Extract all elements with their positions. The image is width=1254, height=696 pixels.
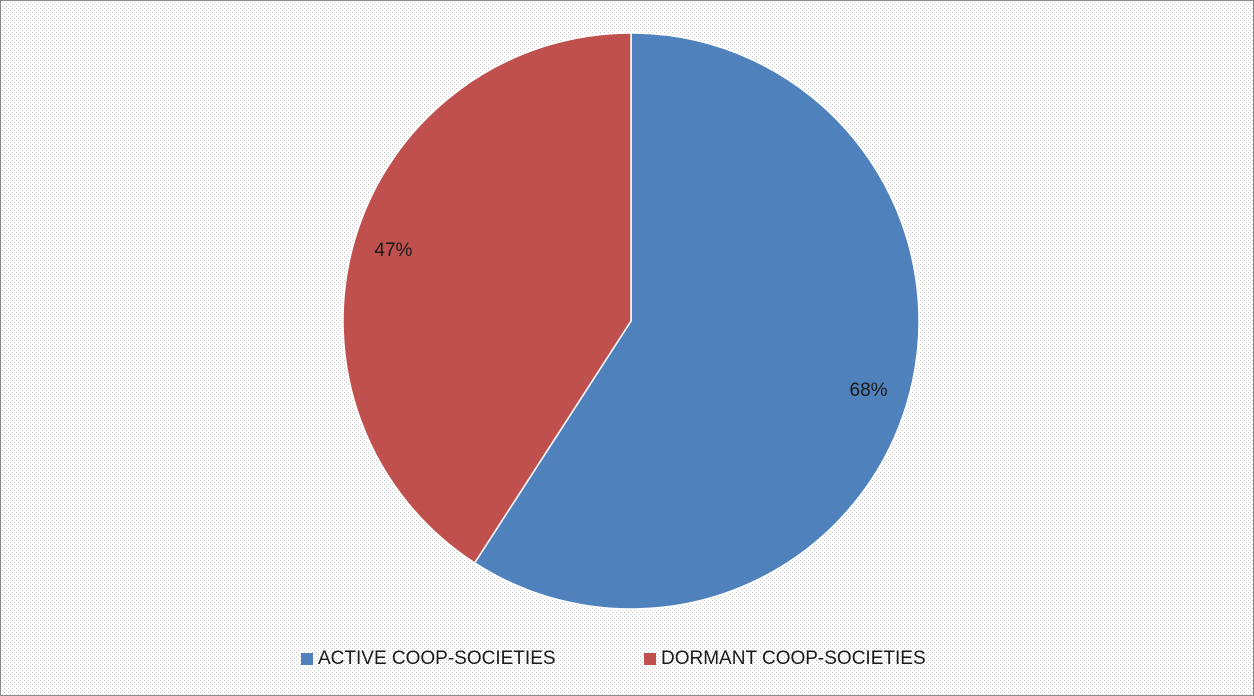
data-label: 68% [850,380,888,401]
legend-label: DORMANT COOP-SOCIETIES [661,648,926,669]
legend-swatch [301,653,313,665]
pie-slice [342,32,632,564]
pie-slice [473,32,920,610]
data-label: 47% [374,240,412,261]
legend-swatch [644,653,656,665]
legend-label: ACTIVE COOP-SOCIETIES [318,648,556,669]
